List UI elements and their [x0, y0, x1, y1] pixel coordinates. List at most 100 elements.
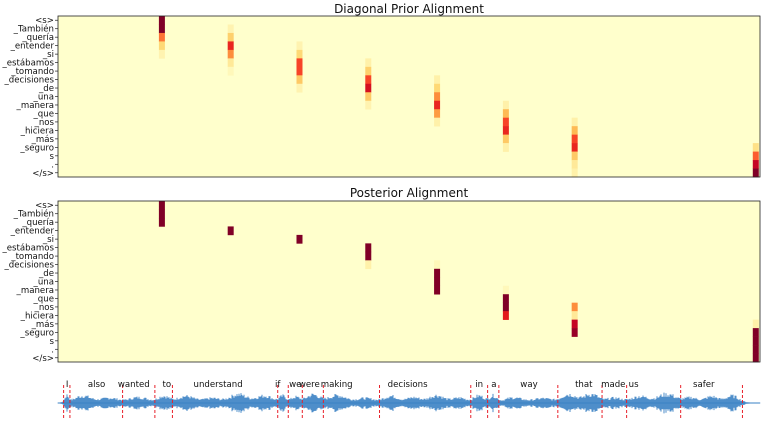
heatmap-cell: [158, 32, 165, 42]
ytick-label: _más: [31, 135, 55, 145]
heatmap-cell: [158, 24, 165, 34]
heatmap-cell: [502, 311, 509, 320]
word-label: wanted: [118, 380, 150, 390]
ytick-label: s: [50, 337, 55, 347]
ytick-label: _manera: [16, 101, 54, 111]
heatmap-cell: [434, 260, 441, 270]
ytick-label: _de: [38, 269, 54, 279]
ytick-label: _quería: [21, 33, 54, 43]
heatmap-cell: [365, 260, 372, 270]
heatmap-cell: [227, 24, 234, 34]
heatmap-cell: [365, 58, 372, 68]
heatmap-cell: [502, 302, 509, 312]
heatmap-cell: [434, 92, 441, 102]
word-label: that: [575, 380, 593, 390]
ytick-label: .: [51, 160, 54, 170]
ytick-label: _si: [42, 50, 54, 60]
heatmap-cell: [158, 41, 165, 51]
heatmap-cell: [752, 336, 759, 346]
heatmap-cell: [434, 100, 441, 110]
heatmap-cell: [434, 285, 441, 295]
heatmap-cell: [296, 83, 303, 93]
ytick-label: _que: [33, 109, 55, 119]
heatmap-cell: [502, 117, 509, 127]
heatmap-cell: [365, 66, 372, 76]
heatmap-cell: [752, 143, 759, 152]
posterior-alignment-yticks: <s>_También_quería_entender_si_estábamos…: [1, 201, 58, 364]
word-label: making: [321, 380, 353, 390]
heatmap-cell: [571, 311, 578, 320]
heatmap-cell: [434, 75, 441, 85]
posterior-alignment-title: Posterior Alignment: [350, 186, 469, 200]
ytick-label: _nos: [34, 303, 55, 313]
heatmap-cell: [296, 75, 303, 85]
heatmap-cell: [434, 83, 441, 93]
word-label: made: [601, 380, 625, 390]
heatmap-cell: [752, 353, 759, 363]
heatmap-cell: [365, 92, 372, 102]
heatmap-cell: [158, 201, 165, 210]
ytick-label: _que: [33, 294, 55, 304]
word-label: to: [162, 380, 171, 390]
ytick-label: _una: [33, 93, 54, 103]
heatmap-cell: [752, 345, 759, 354]
heatmap-cell: [752, 168, 759, 178]
heatmap-cell: [502, 294, 509, 303]
heatmap-cell: [752, 328, 759, 337]
word-label: safer: [693, 380, 715, 390]
heatmap-cell: [571, 168, 578, 178]
heatmap-cell: [296, 66, 303, 76]
ytick-label: <s>: [35, 201, 54, 211]
heatmap-cell: [502, 100, 509, 110]
ytick-label: <s>: [35, 16, 54, 26]
word-label: understand: [194, 380, 243, 390]
ytick-label: _decisiones: [4, 76, 55, 86]
heatmap-cell: [365, 251, 372, 261]
heatmap-cell: [434, 109, 441, 118]
heatmap-cell: [571, 143, 578, 152]
ytick-label: </s>: [32, 354, 54, 364]
heatmap-cell: [502, 285, 509, 295]
heatmap-cell: [296, 58, 303, 68]
heatmap-cell: [752, 151, 759, 161]
heatmap-cell: [365, 83, 372, 93]
heatmap-cell: [571, 328, 578, 337]
audio-waveform: [57, 392, 761, 414]
heatmap-cell: [365, 75, 372, 85]
ytick-label: _entender: [10, 227, 55, 237]
heatmap-cell: [571, 134, 578, 144]
heatmap-cell: [227, 66, 234, 76]
heatmap-cell: [296, 49, 303, 59]
ytick-label: _entender: [10, 42, 55, 52]
ytick-label: _estábamos: [1, 244, 54, 254]
heatmap-cell: [434, 268, 441, 278]
ytick-label: _si: [42, 235, 54, 245]
word-label: also: [88, 380, 105, 390]
word-boundaries: [63, 385, 743, 420]
word-label: decisions: [388, 380, 428, 390]
prior-alignment-heatmap: [58, 16, 760, 178]
heatmap-cell: [434, 277, 441, 287]
ytick-label: _hiciera: [20, 311, 54, 321]
word-label: us: [629, 380, 639, 390]
ytick-label: _tomando: [10, 67, 54, 77]
heatmap-cell: [752, 319, 759, 329]
ytick-label: _nos: [34, 118, 55, 128]
ytick-label: _También: [13, 24, 54, 35]
ytick-label: s: [50, 152, 55, 162]
heatmap-cell: [502, 126, 509, 135]
word-label: in: [475, 380, 483, 390]
ytick-label: _seguro: [19, 143, 54, 153]
heatmap-cell: [502, 134, 509, 144]
heatmap-cell: [227, 49, 234, 59]
prior-alignment-title: Diagonal Prior Alignment: [334, 2, 484, 16]
posterior-alignment-heatmap: [58, 201, 760, 363]
heatmap-background: [58, 16, 760, 177]
heatmap-cell: [502, 143, 509, 152]
word-label: if: [275, 380, 281, 390]
heatmap-cell: [502, 109, 509, 118]
ytick-label: .: [51, 345, 54, 355]
heatmap-cell: [571, 160, 578, 169]
heatmap-cell: [571, 117, 578, 127]
